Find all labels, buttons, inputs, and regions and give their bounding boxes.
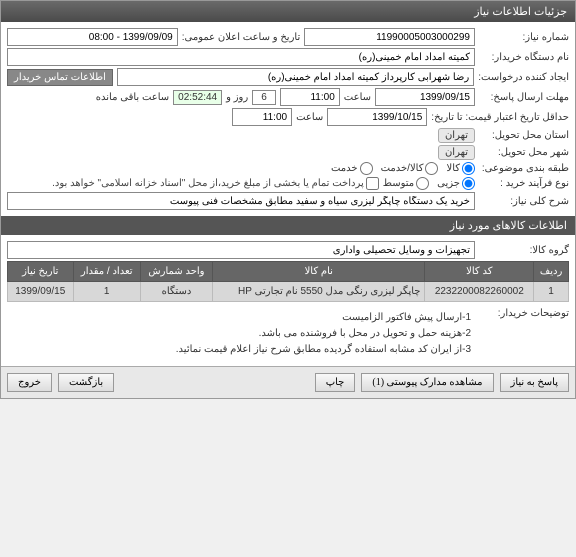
org-label: نام دستگاه خریدار: [479,52,569,63]
days-left: 6 [252,90,276,105]
valid-date-field[interactable] [327,108,427,126]
time-left: 02:52:44 [173,90,222,105]
answer-button[interactable]: پاسخ به نیاز [500,373,570,392]
cell-code: 2232200082260002 [425,282,534,302]
city-chip: تهران [438,145,475,160]
remark-3: 3-از ایران کد مشابه استفاده گردیده مطابق… [176,342,471,358]
th-unit: واحد شمارش [140,262,212,282]
deadline-time-field[interactable] [280,88,340,106]
cell-unit: دستگاه [140,282,212,302]
goods-table: ردیف کد کالا نام کالا واحد شمارش تعداد /… [7,261,569,302]
radio-small[interactable]: جزیی [437,177,475,190]
cell-date: 1399/09/15 [8,282,74,302]
cell-name: چاپگر لیزری رنگی مدل 5550 نام تجارتی HP [213,282,425,302]
goods-section-header: اطلاعات کالاهای مورد نیاز [1,216,575,235]
buytype-radios: جزیی متوسط [383,177,475,190]
footer-buttons: پاسخ به نیاز مشاهده مدارک پیوستی (1) چاپ… [1,366,575,398]
th-date: تاریخ نیاز [8,262,74,282]
radio-kala[interactable]: کالا [446,162,475,175]
table-row[interactable]: 1 2232200082260002 چاپگر لیزری رنگی مدل … [8,282,569,302]
exit-button[interactable]: خروج [7,373,52,392]
province-label: استان محل تحویل: [479,130,569,141]
valid-label: حداقل تاریخ اعتبار قیمت: تا تاریخ: [431,112,569,123]
remark-1: 1-ارسال پیش فاکتور الزامیست [176,310,471,326]
org-field[interactable] [7,48,475,66]
th-name: نام کالا [213,262,425,282]
req-no-label: شماره نیاز: [479,32,569,43]
remarks-label: توضیحات خریدار: [479,308,569,319]
buytype-label: نوع فرآیند خرید : [479,178,569,189]
valid-time-field[interactable] [232,108,292,126]
window-title: جزئیات اطلاعات نیاز [1,1,575,22]
th-code: کد کالا [425,262,534,282]
req-no-field[interactable] [304,28,475,46]
th-qty: تعداد / مقدار [73,262,140,282]
deadline-label: مهلت ارسال پاسخ: [479,92,569,103]
province-chip: تهران [438,128,475,143]
group-field[interactable] [7,241,475,259]
radio-medium[interactable]: متوسط [383,177,429,190]
partial-pay-check[interactable]: پرداخت تمام یا بخشی از مبلغ خرید،از محل … [52,177,379,190]
radio-service[interactable]: خدمت [331,162,373,175]
print-button[interactable]: چاپ [315,373,356,392]
city-label: شهر محل تحویل: [479,147,569,158]
days-word: روز و [226,92,248,103]
remark-2: 2-هزینه حمل و تحویل در محل با فروشنده می… [176,326,471,342]
group-label: گروه کالا: [479,245,569,256]
deadline-date-field[interactable] [375,88,475,106]
at-label-1: ساعت [344,92,371,103]
main-form: شماره نیاز: تاریخ و ساعت اعلان عمومی: نا… [1,22,575,216]
public-date-field[interactable] [7,28,178,46]
time-remaining: 6 روز و 02:52:44 ساعت باقی مانده [96,90,276,105]
radio-kala-service[interactable]: کالا/خدمت [381,162,439,175]
partial-pay-note: پرداخت تمام یا بخشی از مبلغ خرید،از محل … [52,178,364,189]
at-label-2: ساعت [296,112,323,123]
attachments-button[interactable]: مشاهده مدارک پیوستی (1) [361,373,493,392]
category-radios: کالا کالا/خدمت خدمت [331,162,475,175]
creator-field[interactable] [117,68,474,86]
cell-idx: 1 [534,282,569,302]
cell-qty: 1 [73,282,140,302]
th-row: ردیف [534,262,569,282]
public-date-label: تاریخ و ساعت اعلان عمومی: [182,32,301,43]
creator-label: ایجاد کننده درخواست: [478,72,569,83]
desc-label: شرح کلی نیاز: [479,196,569,207]
need-details-window: جزئیات اطلاعات نیاز شماره نیاز: تاریخ و … [0,0,576,399]
pack-label: طبقه بندی موضوعی: [479,163,569,174]
back-button[interactable]: بازگشت [58,373,114,392]
time-left-word: ساعت باقی مانده [96,92,169,103]
desc-field[interactable] [7,192,475,210]
buyer-remarks: 1-ارسال پیش فاکتور الزامیست 2-هزینه حمل … [172,308,475,360]
contact-buyer-button[interactable]: اطلاعات تماس خریدار [7,69,113,86]
